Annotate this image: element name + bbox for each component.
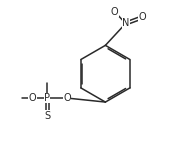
Text: S: S — [44, 110, 50, 121]
Text: O: O — [29, 93, 36, 103]
Text: O: O — [111, 7, 118, 17]
Text: P: P — [44, 93, 50, 103]
Text: O: O — [64, 93, 71, 103]
Text: O: O — [139, 12, 146, 22]
Text: N: N — [122, 18, 129, 29]
